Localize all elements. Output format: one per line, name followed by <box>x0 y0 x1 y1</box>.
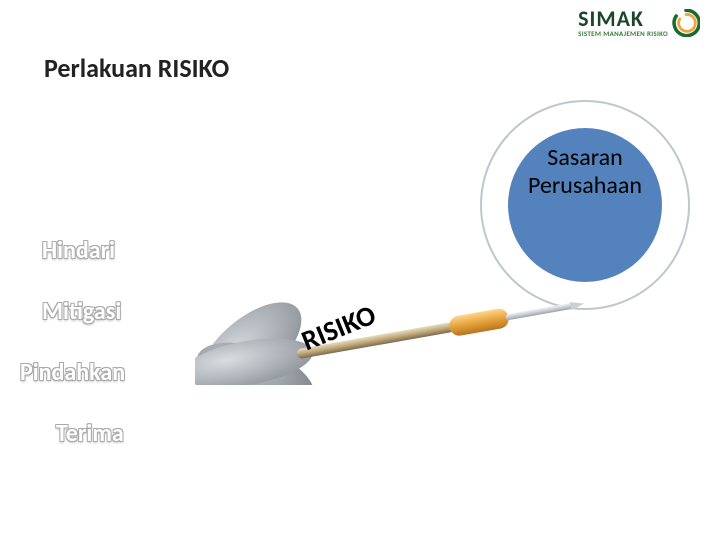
target-label: Sasaran Perusahaan <box>480 144 690 199</box>
dart-point <box>570 300 585 310</box>
option-hindari: Hindari <box>42 236 125 265</box>
treatment-options: Hindari Mitigasi Pindahkan Terima <box>42 236 125 448</box>
swirl-icon <box>672 9 700 37</box>
brand-sub: SISTEM MANAJEMEN RISIKO <box>578 30 668 37</box>
brand-main: SIMAK <box>578 8 668 30</box>
option-mitigasi: Mitigasi <box>42 297 125 326</box>
option-pindahkan: Pindahkan <box>20 358 125 387</box>
dart-tip <box>505 302 575 320</box>
target-label-line2: Perusahaan <box>528 171 642 200</box>
dart-grip <box>448 307 511 337</box>
brand-logo: SIMAK SISTEM MANAJEMEN RISIKO <box>578 8 700 37</box>
target-label-line1: Sasaran <box>547 143 622 172</box>
brand-text: SIMAK SISTEM MANAJEMEN RISIKO <box>578 8 668 37</box>
option-terima: Terima <box>56 419 125 448</box>
page-title: Perlakuan RISIKO <box>44 52 229 84</box>
dart-graphic <box>195 265 595 385</box>
